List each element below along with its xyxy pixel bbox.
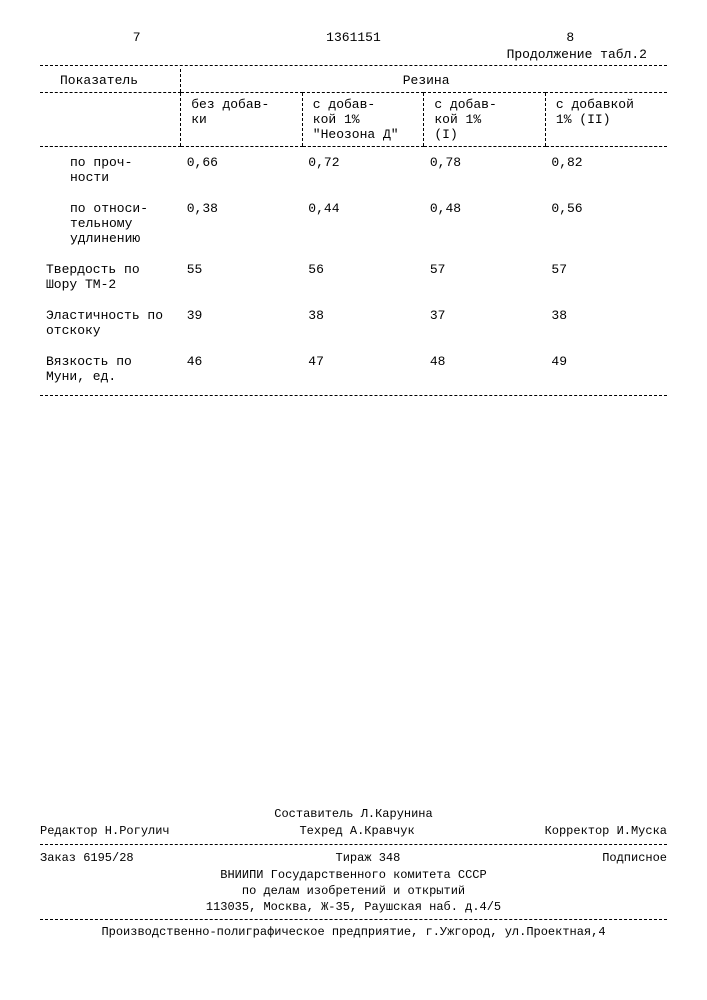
sub-0: без добав- ки xyxy=(181,93,303,147)
sub-3: с добавкой 1% (II) xyxy=(545,93,667,147)
footer-line1: ВНИИПИ Государственного комитета СССР xyxy=(40,867,667,883)
footer: Составитель Л.Карунина Редактор Н.Рогули… xyxy=(40,806,667,940)
sub-2: с добав- кой 1% (I) xyxy=(424,93,546,147)
row-value: 46 xyxy=(181,346,303,392)
row-value: 49 xyxy=(545,346,667,392)
row-value: 37 xyxy=(424,300,546,346)
row-value: 38 xyxy=(302,300,424,346)
row-value: 56 xyxy=(302,254,424,300)
order: Заказ 6195/28 xyxy=(40,851,134,865)
row-value: 57 xyxy=(545,254,667,300)
doc-number: 1361151 xyxy=(326,30,381,45)
row-value: 55 xyxy=(181,254,303,300)
table-row: Твердость по Шору ТМ-255565757 xyxy=(40,254,667,300)
row-value: 0,38 xyxy=(181,193,303,254)
sub-1: с добав- кой 1% "Неозона Д" xyxy=(302,93,424,147)
row-value: 47 xyxy=(302,346,424,392)
table-row: по относи- тельному удлинению0,380,440,4… xyxy=(40,193,667,254)
row-label: по проч- ности xyxy=(40,147,181,194)
row-label: Вязкость по Муни, ед. xyxy=(40,346,181,392)
page-left: 7 xyxy=(133,30,141,45)
row-value: 0,82 xyxy=(545,147,667,194)
tech: Техред А.Кравчук xyxy=(299,824,414,838)
footer-sep-2 xyxy=(40,919,667,920)
footer-order: Заказ 6195/28 Тираж 348 Подписное xyxy=(40,849,667,867)
row-label: Эластичность по отскоку xyxy=(40,300,181,346)
row-value: 57 xyxy=(424,254,546,300)
subheader-row: без добав- ки с добав- кой 1% "Неозона Д… xyxy=(40,93,667,147)
footer-line2: по делам изобретений и открытий xyxy=(40,883,667,899)
table-continuation: Продолжение табл.2 xyxy=(40,47,667,62)
row-value: 39 xyxy=(181,300,303,346)
data-table: Показатель Резина без добав- ки с добав-… xyxy=(40,69,667,392)
tirage: Тираж 348 xyxy=(336,851,401,865)
row-label: по относи- тельному удлинению xyxy=(40,193,181,254)
row-value: 0,44 xyxy=(302,193,424,254)
row-value: 38 xyxy=(545,300,667,346)
table-row: Вязкость по Муни, ед.46474849 xyxy=(40,346,667,392)
page-numbers: 7 1361151 8 xyxy=(40,30,667,45)
footer-credits: Редактор Н.Рогулич Техред А.Кравчук Корр… xyxy=(40,822,667,840)
composer: Составитель Л.Карунина xyxy=(40,806,667,822)
table-row: по проч- ности0,660,720,780,82 xyxy=(40,147,667,194)
table-row: Эластичность по отскоку39383738 xyxy=(40,300,667,346)
footer-line3: 113035, Москва, Ж-35, Раушская наб. д.4/… xyxy=(40,899,667,915)
row-value: 0,48 xyxy=(424,193,546,254)
row-value: 0,66 xyxy=(181,147,303,194)
table-body: по проч- ности0,660,720,780,82по относи-… xyxy=(40,147,667,393)
row-value: 0,56 xyxy=(545,193,667,254)
row-label: Твердость по Шору ТМ-2 xyxy=(40,254,181,300)
row-value: 48 xyxy=(424,346,546,392)
bottom-divider xyxy=(40,395,667,396)
row-value: 0,78 xyxy=(424,147,546,194)
corrector: Корректор И.Муска xyxy=(545,824,667,838)
signed: Подписное xyxy=(602,851,667,865)
header-span: Резина xyxy=(181,69,667,93)
editor: Редактор Н.Рогулич xyxy=(40,824,170,838)
footer-line4: Производственно-полиграфическое предприя… xyxy=(40,924,667,940)
top-divider xyxy=(40,65,667,66)
footer-sep-1 xyxy=(40,844,667,845)
page-right: 8 xyxy=(566,30,574,45)
header-indicator: Показатель xyxy=(40,69,181,93)
header-row: Показатель Резина xyxy=(40,69,667,93)
row-value: 0,72 xyxy=(302,147,424,194)
